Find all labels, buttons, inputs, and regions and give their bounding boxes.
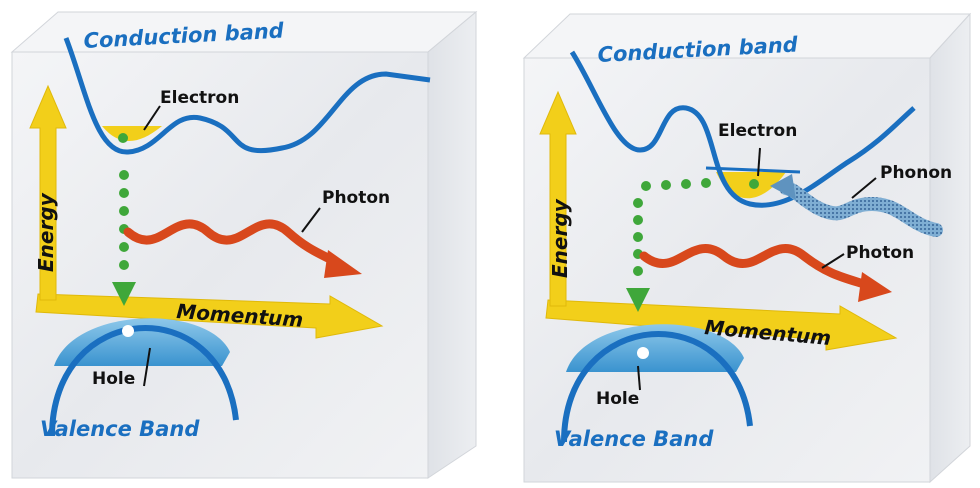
left-electron-pocket bbox=[102, 126, 162, 142]
right-dot bbox=[633, 232, 643, 242]
right-conduction-band bbox=[569, 50, 916, 208]
left-valence-fill bbox=[54, 318, 230, 366]
left-energy-arrow bbox=[29, 84, 67, 301]
right-energy-arrow bbox=[539, 90, 577, 307]
right-dot bbox=[701, 178, 711, 188]
right-panel: Conduction band Electron Phonon Photon H… bbox=[522, 12, 972, 484]
right-electron-leader bbox=[757, 147, 761, 177]
right-fermi-line bbox=[705, 166, 801, 174]
left-dot bbox=[119, 260, 129, 270]
right-phonon-leader bbox=[851, 177, 877, 199]
right-energy-label: Energy bbox=[548, 198, 572, 278]
left-valence-label: Valence Band bbox=[40, 417, 200, 441]
left-photon-leader bbox=[301, 207, 321, 233]
right-momentum-arrow bbox=[545, 299, 898, 351]
left-dot bbox=[119, 188, 129, 198]
right-valence-fill bbox=[566, 324, 744, 372]
right-box-front bbox=[523, 57, 931, 483]
right-photon-label: Photon bbox=[846, 243, 914, 263]
right-phonon-label: Phonon bbox=[880, 163, 952, 183]
right-phonon-wave bbox=[779, 181, 943, 237]
right-dot bbox=[633, 198, 643, 208]
left-conduction-band bbox=[63, 37, 431, 155]
right-hole-leader bbox=[637, 365, 641, 391]
right-electron bbox=[749, 179, 759, 189]
left-box-front bbox=[11, 51, 429, 479]
left-hole bbox=[122, 325, 134, 337]
left-photon-arrowhead bbox=[324, 250, 362, 278]
left-electron bbox=[118, 133, 128, 143]
right-photon-arrowhead bbox=[858, 272, 892, 302]
left-hole-leader bbox=[143, 347, 151, 387]
right-dot bbox=[661, 180, 671, 190]
right-box-side bbox=[929, 12, 971, 484]
left-photon-label: Photon bbox=[322, 188, 390, 208]
right-dot bbox=[681, 179, 691, 189]
right-dot bbox=[633, 215, 643, 225]
right-photon-leader bbox=[821, 253, 845, 269]
left-dot bbox=[119, 206, 129, 216]
right-phonon-arrowhead bbox=[770, 174, 796, 200]
left-box-side bbox=[427, 10, 477, 479]
right-hole-label: Hole bbox=[596, 389, 639, 409]
right-hole bbox=[637, 347, 649, 359]
left-panel: Conduction band Electron Photon Hole Val… bbox=[10, 10, 478, 479]
left-valence-band bbox=[49, 325, 239, 437]
left-electron-leader bbox=[143, 105, 161, 131]
right-valence-label: Valence Band bbox=[554, 427, 714, 451]
left-dot bbox=[119, 170, 129, 180]
left-photon-wave bbox=[123, 219, 341, 267]
right-photon-wave bbox=[639, 244, 875, 291]
left-energy-label: Energy bbox=[34, 192, 58, 272]
left-dot bbox=[119, 242, 129, 252]
left-hole-label: Hole bbox=[92, 369, 135, 389]
left-electron-label: Electron bbox=[160, 88, 239, 108]
right-dot bbox=[641, 181, 651, 191]
left-momentum-arrow bbox=[35, 293, 384, 339]
right-valence-band bbox=[561, 331, 753, 443]
right-dot bbox=[633, 266, 643, 276]
right-electron-label: Electron bbox=[718, 121, 797, 141]
left-drop-arrowhead bbox=[112, 282, 136, 306]
right-drop-arrowhead bbox=[626, 288, 650, 312]
